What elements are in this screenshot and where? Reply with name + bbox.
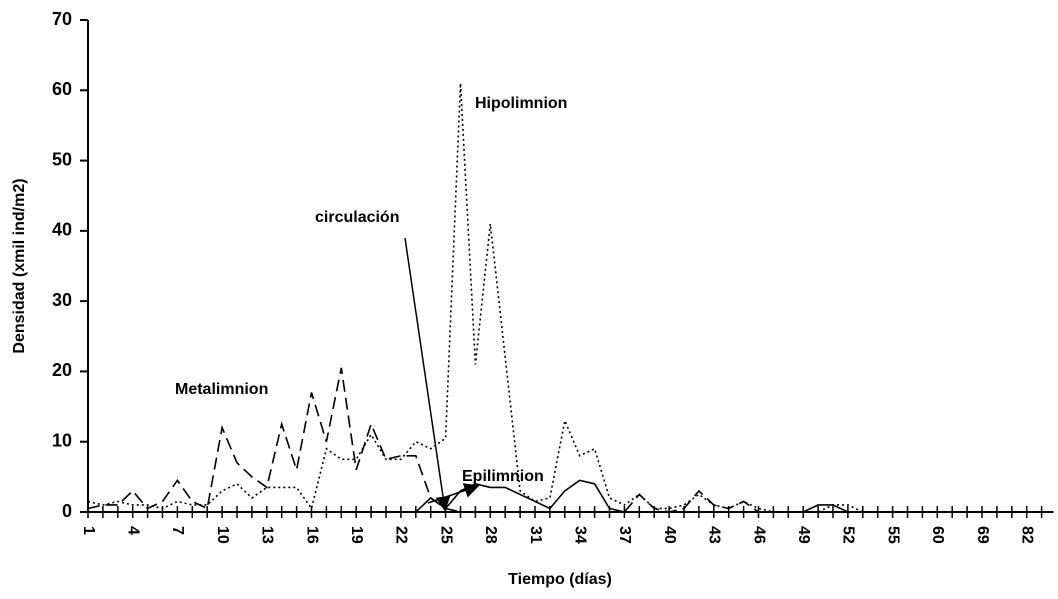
x-tick-label: 82 <box>1018 526 1035 544</box>
y-tick-label: 60 <box>52 79 72 99</box>
x-tick-label: 22 <box>393 526 410 544</box>
x-tick-label: 13 <box>259 526 276 544</box>
annotation-arrow <box>404 237 451 512</box>
y-axis-title: Densidad (xmil ind/m2) <box>11 178 28 353</box>
annotation-arrow <box>427 483 480 504</box>
x-axis-title: Tiempo (días) <box>508 571 612 588</box>
x-tick-label: 37 <box>616 526 633 544</box>
y-tick-label: 20 <box>52 360 72 380</box>
x-tick-label: 43 <box>706 526 723 544</box>
x-tick-label: 46 <box>750 526 767 544</box>
series-label: Metalimnion <box>175 381 268 398</box>
y-tick-label: 0 <box>62 501 72 521</box>
x-tick-label: 69 <box>974 526 991 544</box>
y-tick-label: 50 <box>52 149 72 169</box>
x-tick-label: 52 <box>840 526 857 544</box>
x-tick-label: 60 <box>929 526 946 544</box>
x-tick-label: 49 <box>795 526 812 544</box>
x-tick-label: 10 <box>214 526 231 544</box>
line-series <box>88 479 1042 513</box>
x-tick-label: 40 <box>661 526 678 544</box>
x-tick-label: 4 <box>124 526 141 535</box>
x-tick-label: 19 <box>348 526 365 544</box>
x-tick-label: 1 <box>80 526 97 535</box>
x-tick-label: 25 <box>437 526 454 544</box>
annotation: circulación <box>315 209 399 226</box>
y-tick-label: 30 <box>52 290 72 310</box>
x-tick-label: 16 <box>303 526 320 544</box>
x-tick-label: 55 <box>884 526 901 544</box>
y-tick-label: 40 <box>52 220 72 240</box>
x-tick-label: 7 <box>169 526 186 535</box>
x-tick-label: 34 <box>571 526 588 544</box>
y-tick-label: 10 <box>52 430 72 450</box>
x-tick-label: 31 <box>527 526 544 544</box>
series-label: Epilimnion <box>462 468 544 485</box>
series-label: Hipolimnion <box>475 95 567 112</box>
x-tick-label: 28 <box>482 526 499 544</box>
y-tick-label: 70 <box>52 9 72 29</box>
